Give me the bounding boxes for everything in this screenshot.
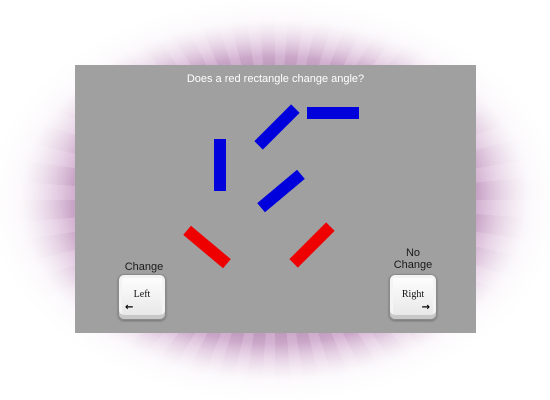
left-key-label: Left [133, 289, 151, 300]
change-label: Change [124, 261, 164, 273]
left-key-button[interactable]: Left ← [118, 274, 166, 320]
blue-rectangle-3 [214, 139, 226, 191]
right-key-button[interactable]: Right → [389, 274, 437, 320]
stimulus-panel: Does a red rectangle change angle? Chang… [75, 65, 476, 333]
no-change-label: No Change [393, 247, 433, 271]
red-rectangle-5 [183, 225, 231, 269]
right-arrow-icon: → [421, 302, 430, 313]
blue-rectangle-1 [254, 104, 300, 150]
question-text: Does a red rectangle change angle? [186, 73, 365, 85]
right-key-label: Right [401, 289, 425, 300]
blue-rectangle-4 [257, 169, 305, 213]
red-rectangle-6 [289, 222, 335, 268]
rectangles-display [183, 104, 359, 269]
blue-rectangle-2 [307, 107, 359, 119]
left-arrow-icon: ← [125, 302, 134, 313]
